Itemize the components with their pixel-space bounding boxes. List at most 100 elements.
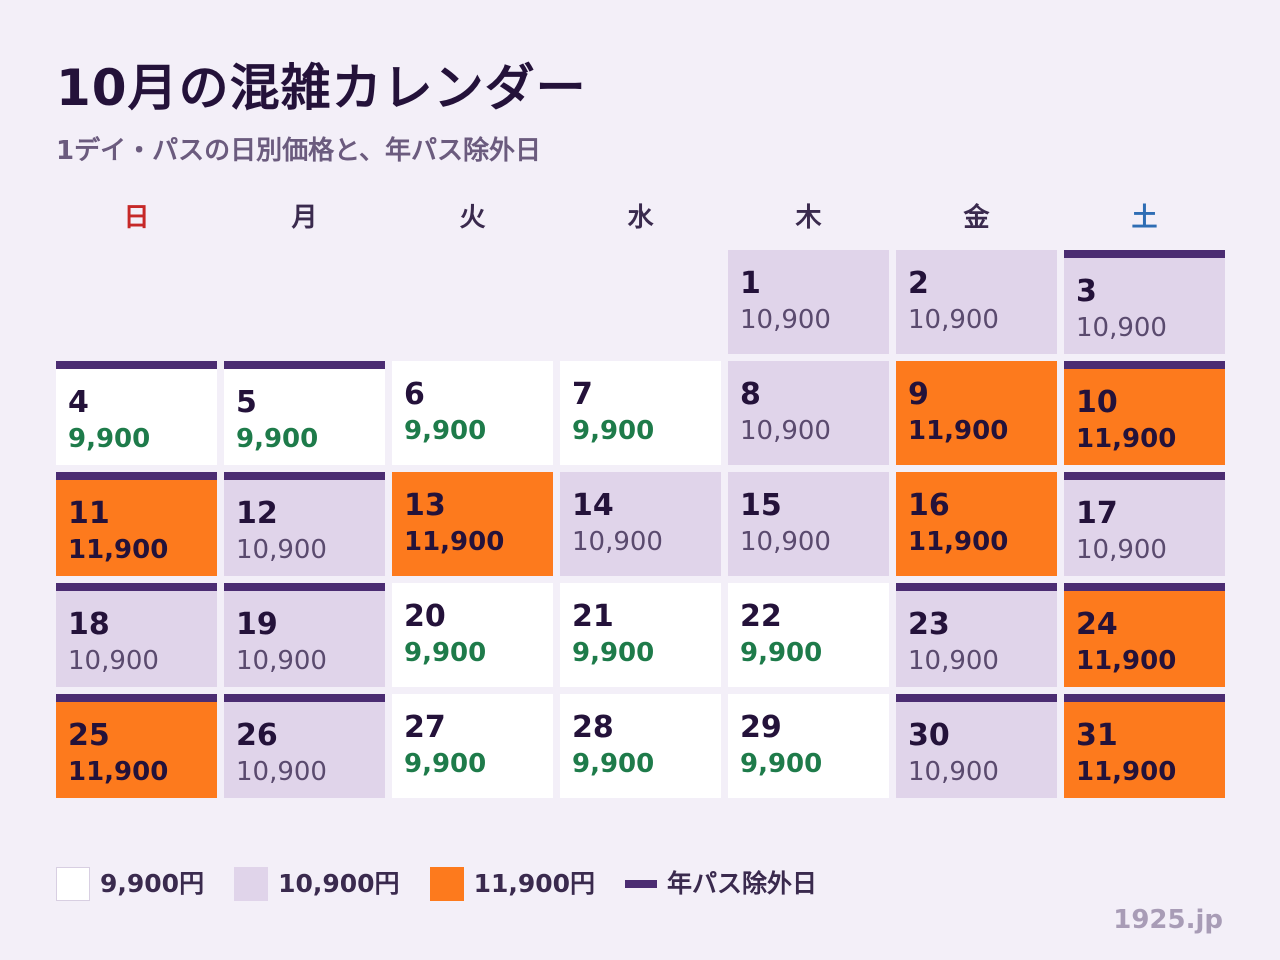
legend-swatch-11900: [429, 867, 464, 901]
day-price: 11,900: [1076, 757, 1177, 787]
day-number: 2: [908, 266, 929, 301]
day-number: 30: [908, 718, 950, 753]
day-price: 10,900: [1076, 535, 1167, 565]
day-price: 9,900: [404, 749, 487, 779]
excluded-day-bar: [1064, 583, 1225, 591]
legend: 9,900円 10,900円 11,900円 年パス除外日: [56, 866, 847, 902]
calendar-day-8: 8 10,900: [728, 361, 889, 465]
weekday-tue: 火: [459, 203, 486, 233]
day-number: 15: [740, 488, 782, 523]
excluded-day-bar: [1064, 694, 1225, 702]
day-price: 10,900: [236, 757, 327, 787]
day-number: 19: [236, 607, 278, 642]
day-price: 9,900: [404, 638, 487, 668]
legend-label-9900: 9,900円: [100, 869, 205, 898]
calendar-day-12: 12 10,900: [224, 472, 385, 576]
excluded-day-bar: [224, 472, 385, 480]
excluded-day-bar: [224, 361, 385, 369]
calendar-day-31: 31 11,900: [1064, 694, 1225, 798]
day-price: 11,900: [1076, 646, 1177, 676]
day-number: 8: [740, 377, 761, 412]
day-number: 20: [404, 599, 446, 634]
weekday-thu: 木: [795, 203, 822, 233]
excluded-day-bar: [1064, 472, 1225, 480]
day-price: 10,900: [572, 527, 663, 557]
calendar-day-4: 4 9,900: [56, 361, 217, 465]
day-number: 7: [572, 377, 593, 412]
calendar-day-23: 23 10,900: [896, 583, 1057, 687]
calendar-day-27: 27 9,900: [392, 694, 553, 798]
calendar-day-16: 16 11,900: [896, 472, 1057, 576]
day-price: 11,900: [404, 527, 505, 557]
excluded-day-bar: [1064, 361, 1225, 369]
day-number: 4: [68, 385, 89, 420]
legend-swatch-10900: [234, 867, 269, 901]
site-credit: 1925.jp: [1113, 905, 1223, 935]
day-price: 9,900: [572, 749, 655, 779]
legend-label-10900: 10,900円: [278, 869, 400, 898]
legend-item-11900: 11,900円: [429, 866, 595, 902]
day-number: 26: [236, 718, 278, 753]
day-price: 9,900: [572, 416, 655, 446]
day-number: 22: [740, 599, 782, 634]
day-number: 17: [1076, 496, 1118, 531]
day-number: 23: [908, 607, 950, 642]
calendar-day-22: 22 9,900: [728, 583, 889, 687]
day-price: 9,900: [740, 749, 823, 779]
calendar-day-19: 19 10,900: [224, 583, 385, 687]
day-price: 10,900: [236, 535, 327, 565]
legend-item-excluded: 年パス除外日: [625, 866, 817, 902]
calendar-day-13: 13 11,900: [392, 472, 553, 576]
legend-label-excluded: 年パス除外日: [667, 869, 818, 898]
legend-item-10900: 10,900円: [234, 866, 400, 902]
day-number: 12: [236, 496, 278, 531]
legend-swatch-9900: [56, 867, 90, 901]
page-title: 10月の混雑カレンダー: [56, 59, 587, 117]
excluded-day-bar: [896, 694, 1057, 702]
day-price: 9,900: [404, 416, 487, 446]
weekday-header: 日 月 火 水 木 金 土: [56, 200, 1225, 236]
day-number: 28: [572, 710, 614, 745]
day-price: 11,900: [68, 757, 169, 787]
calendar-day-29: 29 9,900: [728, 694, 889, 798]
calendar-day-30: 30 10,900: [896, 694, 1057, 798]
day-price: 10,900: [908, 646, 999, 676]
day-number: 16: [908, 488, 950, 523]
weekday-wed: 水: [627, 203, 654, 233]
excluded-day-bar: [896, 583, 1057, 591]
day-price: 10,900: [1076, 313, 1167, 343]
calendar-day-18: 18 10,900: [56, 583, 217, 687]
legend-excluded-bar: [625, 880, 658, 888]
excluded-day-bar: [224, 583, 385, 591]
day-number: 11: [68, 496, 110, 531]
day-number: 25: [68, 718, 110, 753]
legend-item-9900: 9,900円: [56, 866, 204, 902]
day-number: 18: [68, 607, 110, 642]
day-price: 11,900: [908, 527, 1009, 557]
day-number: 31: [1076, 718, 1118, 753]
weekday-sun: 日: [123, 203, 150, 233]
calendar-day-17: 17 10,900: [1064, 472, 1225, 576]
day-price: 10,900: [740, 305, 831, 335]
day-number: 9: [908, 377, 929, 412]
calendar-empty-cell: [224, 250, 385, 354]
calendar-day-9: 9 11,900: [896, 361, 1057, 465]
calendar-day-25: 25 11,900: [56, 694, 217, 798]
weekday-sat: 土: [1131, 203, 1158, 233]
weekday-fri: 金: [963, 203, 990, 233]
day-number: 14: [572, 488, 614, 523]
calendar-day-14: 14 10,900: [560, 472, 721, 576]
calendar-day-2: 2 10,900: [896, 250, 1057, 354]
day-number: 6: [404, 377, 425, 412]
calendar-day-6: 6 9,900: [392, 361, 553, 465]
day-number: 21: [572, 599, 614, 634]
calendar-day-3: 3 10,900: [1064, 250, 1225, 354]
day-price: 9,900: [740, 638, 823, 668]
day-price: 10,900: [908, 305, 999, 335]
excluded-day-bar: [1064, 250, 1225, 258]
calendar-empty-cell: [56, 250, 217, 354]
calendar-day-1: 1 10,900: [728, 250, 889, 354]
calendar-day-26: 26 10,900: [224, 694, 385, 798]
day-price: 11,900: [1076, 424, 1177, 454]
day-price: 9,900: [68, 424, 151, 454]
